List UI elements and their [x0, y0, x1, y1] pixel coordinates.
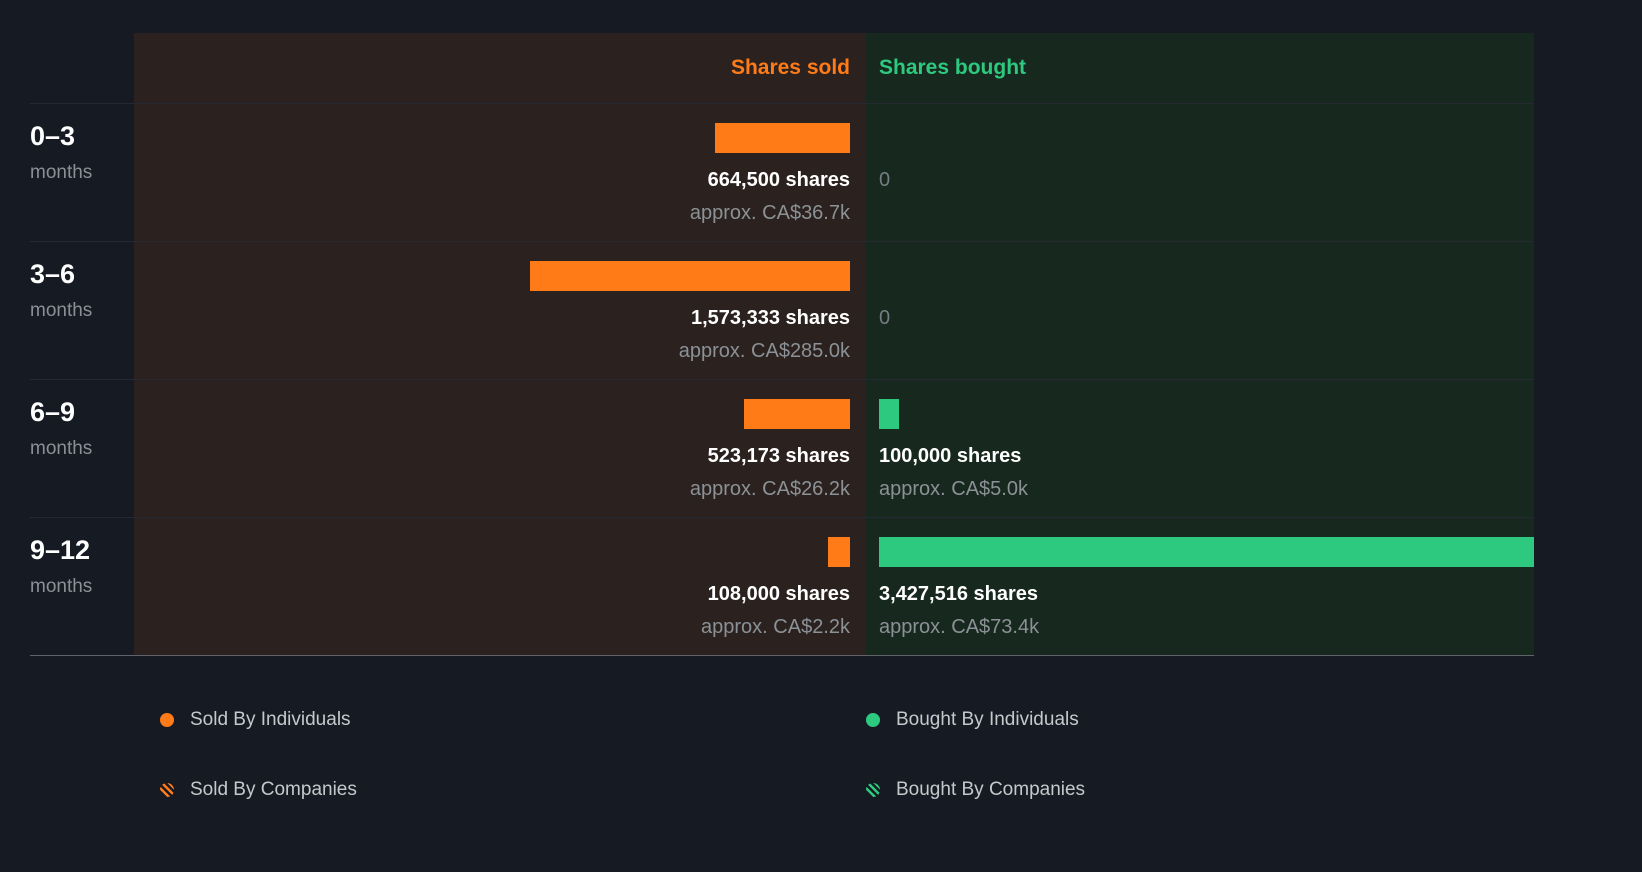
sold-individuals-dot-icon [160, 713, 174, 727]
sold-approx-value: approx. CA$36.7k [689, 202, 850, 224]
bought-bar-slot [879, 261, 1534, 291]
sold-bar-slot [134, 537, 850, 567]
legend-label: Bought By Companies [896, 779, 1086, 800]
legend-item-sold-individuals: Sold By Individuals [160, 706, 866, 734]
sold-shares-value: 664,500 shares [707, 169, 850, 191]
bought-individuals-dot-icon [866, 713, 880, 727]
sold-header-cell: Shares sold [134, 33, 865, 103]
sold-cell-9-12: 108,000 shares approx. CA$2.2k [134, 518, 865, 655]
insider-trading-chart: Shares sold Shares bought 0–3 months 664… [30, 33, 1534, 656]
shares-sold-header: Shares sold [730, 56, 850, 79]
sold-bar [715, 123, 850, 153]
period-unit: months [30, 576, 93, 597]
shares-bought-header: Shares bought [879, 56, 1027, 79]
legend-label: Sold By Individuals [190, 709, 351, 730]
bought-cell-9-12: 3,427,516 shares approx. CA$73.4k [865, 518, 1534, 655]
sold-approx-value: approx. CA$285.0k [678, 340, 850, 362]
period-row-9-12: 9–12 months 108,000 shares approx. CA$2.… [30, 517, 1534, 655]
sold-cell-3-6: 1,573,333 shares approx. CA$285.0k [134, 242, 865, 379]
bought-bar-slot [879, 537, 1534, 567]
sold-bar [744, 399, 850, 429]
period-range: 3–6 [30, 259, 76, 289]
period-row-0-3: 0–3 months 664,500 shares approx. CA$36.… [30, 103, 1534, 241]
period-row-6-9: 6–9 months 523,173 shares approx. CA$26.… [30, 379, 1534, 517]
period-label-3-6: 3–6 months [30, 242, 134, 379]
period-label-9-12: 9–12 months [30, 518, 134, 655]
sold-approx-value: approx. CA$26.2k [689, 478, 850, 500]
sold-cell-0-3: 664,500 shares approx. CA$36.7k [134, 104, 865, 241]
sold-shares-value: 108,000 shares [707, 583, 850, 605]
chart-header-row: Shares sold Shares bought [30, 33, 1534, 103]
period-unit: months [30, 438, 93, 459]
bought-bar [879, 537, 1534, 567]
sold-bar [530, 261, 850, 291]
header-spacer [30, 33, 134, 103]
period-unit: months [30, 300, 93, 321]
legend-label: Sold By Companies [190, 779, 357, 800]
bought-cell-3-6: 0 [865, 242, 1534, 379]
period-range: 9–12 [30, 535, 91, 565]
bought-header-cell: Shares bought [865, 33, 1534, 103]
bought-shares-value: 0 [879, 169, 891, 191]
legend-label: Bought By Individuals [896, 709, 1079, 730]
bought-bar [879, 399, 899, 429]
sold-bar-slot [134, 123, 850, 153]
period-range: 6–9 [30, 397, 76, 427]
period-unit: months [30, 162, 93, 183]
bought-shares-value: 100,000 shares [879, 445, 1022, 467]
bought-shares-value: 3,427,516 shares [879, 583, 1039, 605]
legend-item-bought-individuals: Bought By Individuals [866, 706, 1085, 734]
sold-cell-6-9: 523,173 shares approx. CA$26.2k [134, 380, 865, 517]
period-row-3-6: 3–6 months 1,573,333 shares approx. CA$2… [30, 241, 1534, 379]
bought-approx-value: approx. CA$5.0k [879, 478, 1028, 500]
sold-bar [828, 537, 850, 567]
bought-cell-0-3: 0 [865, 104, 1534, 241]
sold-bar-slot [134, 261, 850, 291]
sold-bar-slot [134, 399, 850, 429]
period-label-6-9: 6–9 months [30, 380, 134, 517]
sold-shares-value: 523,173 shares [707, 445, 850, 467]
legend-item-bought-companies: Bought By Companies [866, 776, 1085, 804]
period-label-0-3: 0–3 months [30, 104, 134, 241]
bought-shares-value: 0 [879, 307, 891, 329]
bought-bar-slot [879, 399, 1534, 429]
period-range: 0–3 [30, 121, 76, 151]
sold-shares-value: 1,573,333 shares [690, 307, 850, 329]
legend-item-sold-companies: Sold By Companies [160, 776, 866, 804]
bought-companies-striped-dot-icon [866, 783, 880, 797]
chart-legend: Sold By Individuals Bought By Individual… [160, 706, 1085, 804]
sold-companies-striped-dot-icon [160, 783, 174, 797]
bought-cell-6-9: 100,000 shares approx. CA$5.0k [865, 380, 1534, 517]
sold-approx-value: approx. CA$2.2k [701, 616, 850, 638]
bought-approx-value: approx. CA$73.4k [879, 616, 1040, 638]
bought-bar-slot [879, 123, 1534, 153]
